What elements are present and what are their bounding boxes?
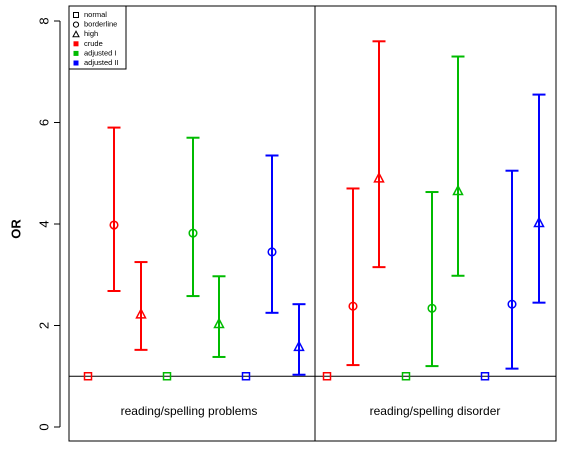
- legend-marker-borderline: [72, 21, 80, 28]
- point-adjusted-ii-reading-spelling-problems-high: [293, 340, 305, 352]
- panel-label-reading-spelling-disorder: reading/spelling disorder: [370, 404, 501, 418]
- legend-label-borderline: borderline: [84, 20, 117, 29]
- y-tick-label-8: 8: [36, 17, 51, 24]
- y-tick-label-0: 0: [36, 423, 51, 430]
- data-marks: [83, 40, 546, 381]
- series-adjusted-i: [162, 55, 465, 381]
- panel-labels: reading/spelling problems reading/spellin…: [121, 404, 501, 418]
- point-crude-reading-spelling-disorder-normal: [322, 372, 332, 381]
- point-adjusted-ii-reading-spelling-disorder-normal: [480, 372, 490, 381]
- legend-label-high: high: [84, 29, 98, 38]
- legend-box: [68, 5, 127, 70]
- point-adjusted-i-reading-spelling-disorder-normal: [401, 372, 411, 381]
- point-crude-reading-spelling-problems-borderline: [109, 220, 119, 230]
- point-adjusted-ii-reading-spelling-disorder-high: [533, 216, 545, 228]
- panel-label-reading-spelling-problems: reading/spelling problems: [121, 404, 258, 418]
- legend-label-normal: normal: [84, 10, 107, 19]
- series-crude: [83, 40, 386, 381]
- point-adjusted-i-reading-spelling-problems-normal: [162, 372, 172, 381]
- legend-swatch-adjusted-ii: [73, 60, 79, 66]
- series-adjusted-ii: [241, 93, 546, 381]
- y-tick-label-6: 6: [36, 119, 51, 126]
- legend-label-adjusted-i: adjusted I: [84, 48, 117, 57]
- point-adjusted-i-reading-spelling-problems-high: [213, 317, 225, 329]
- point-adjusted-ii-reading-spelling-problems-normal: [241, 372, 251, 381]
- point-adjusted-ii-reading-spelling-problems-borderline: [267, 247, 277, 257]
- legend-swatch-adjusted-i: [73, 50, 79, 56]
- y-axis-title: OR: [8, 219, 23, 239]
- point-crude-reading-spelling-problems-high: [135, 307, 147, 319]
- point-crude-reading-spelling-disorder-high: [373, 171, 385, 183]
- point-adjusted-i-reading-spelling-disorder-borderline: [427, 303, 437, 313]
- point-crude-reading-spelling-disorder-borderline: [348, 301, 358, 311]
- legend-marker-high: [72, 30, 80, 38]
- point-adjusted-ii-reading-spelling-disorder-borderline: [507, 299, 517, 309]
- legend-label-crude: crude: [84, 39, 103, 48]
- point-adjusted-i-reading-spelling-disorder-high: [452, 184, 464, 196]
- point-adjusted-i-reading-spelling-problems-borderline: [188, 228, 198, 238]
- y-tick-label-2: 2: [36, 322, 51, 329]
- y-axis: 0 2 4 6 8: [36, 17, 61, 431]
- legend-label-adjusted-ii: adjusted II: [84, 58, 119, 67]
- y-tick-label-4: 4: [36, 220, 51, 227]
- legend-swatch-crude: [73, 41, 79, 47]
- plot-frame: [68, 5, 557, 442]
- legend-marker-normal: [73, 12, 79, 18]
- point-crude-reading-spelling-problems-normal: [83, 372, 93, 381]
